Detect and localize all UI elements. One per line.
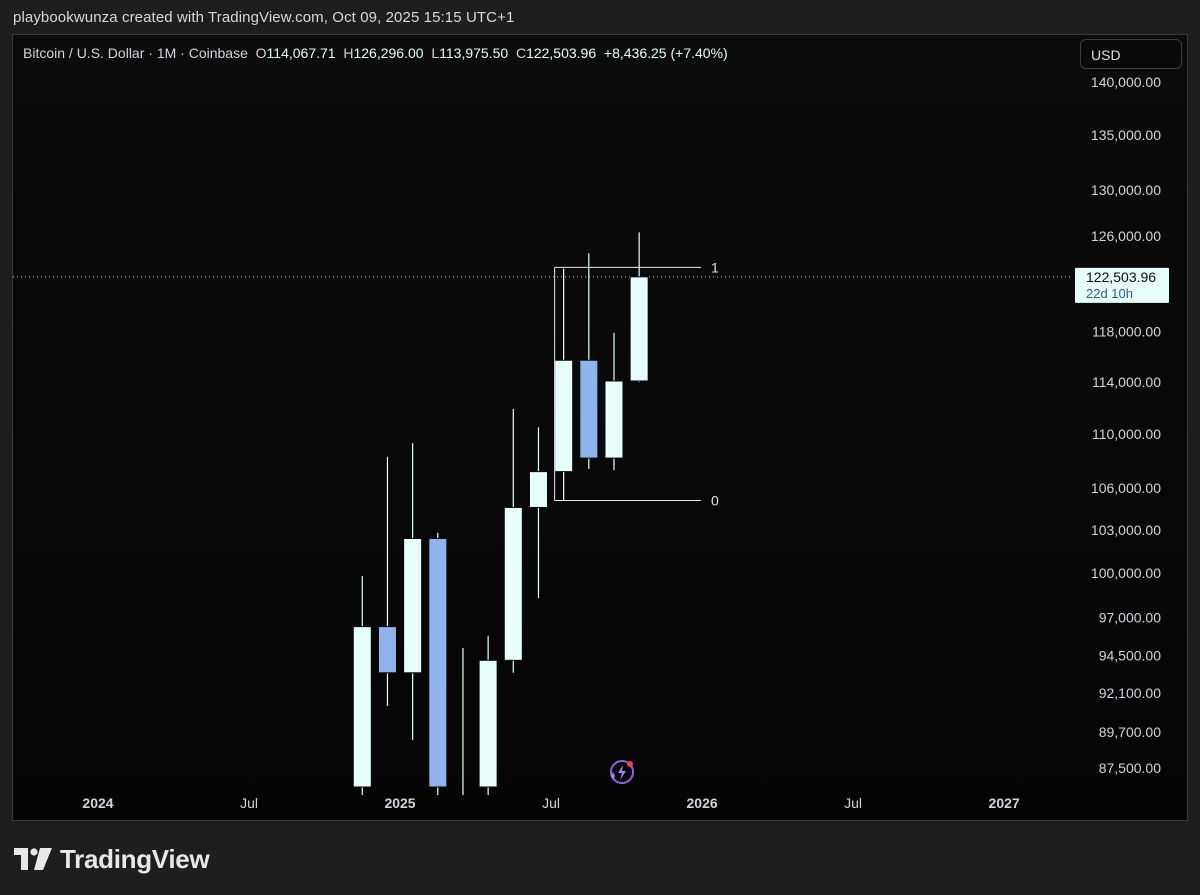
tradingview-logo-icon bbox=[14, 848, 52, 870]
candle bbox=[462, 647, 464, 795]
candle-body bbox=[352, 626, 372, 788]
price-badge-countdown: 22d 10h bbox=[1086, 286, 1133, 301]
brand-name: TradingView bbox=[60, 843, 210, 874]
x-tick-label: Jul bbox=[542, 795, 560, 811]
candle bbox=[604, 332, 624, 471]
close-label: C bbox=[515, 45, 527, 61]
y-tick-label: 89,700.00 bbox=[1099, 724, 1161, 740]
fib-level-label: 1 bbox=[711, 259, 719, 275]
notification-dot bbox=[627, 761, 633, 767]
candle-body bbox=[629, 276, 649, 382]
candle-body bbox=[604, 380, 624, 459]
high-label: H bbox=[343, 45, 354, 61]
fib-level-label: 0 bbox=[711, 493, 719, 509]
close-value: 122,503.96 bbox=[526, 45, 597, 61]
candle bbox=[403, 443, 423, 740]
open-value: 114,067.71 bbox=[266, 45, 336, 61]
candle bbox=[629, 232, 649, 383]
chart-panel[interactable]: 140,000.00 135,000.00 130,000.00 126,000.00… bbox=[12, 34, 1188, 821]
ai-assistant-icon[interactable] bbox=[610, 760, 634, 784]
low-value: 113,975.50 bbox=[439, 45, 509, 61]
x-tick-label: Jul bbox=[844, 795, 862, 811]
candle-body bbox=[554, 359, 574, 473]
bolt-shape bbox=[618, 765, 626, 780]
price-badge-value: 122,503.96 bbox=[1086, 269, 1156, 285]
x-tick-label: Jul bbox=[240, 795, 258, 811]
y-tick-label: 100,000.00 bbox=[1091, 565, 1161, 581]
y-tick-label: 110,000.00 bbox=[1092, 426, 1161, 442]
x-tick-label: 2027 bbox=[989, 795, 1020, 811]
y-tick-label: 103,000.00 bbox=[1091, 522, 1161, 538]
y-tick-label: 140,000.00 bbox=[1091, 74, 1161, 90]
candle-body bbox=[579, 359, 599, 459]
y-tick-label: 118,000.00 bbox=[1092, 324, 1161, 340]
high-value: 126,296.00 bbox=[353, 45, 424, 61]
candle bbox=[528, 427, 548, 599]
candle-body bbox=[503, 506, 523, 661]
candle-body bbox=[403, 537, 423, 674]
candle-body bbox=[377, 626, 397, 674]
y-tick-label: 92,100.00 bbox=[1099, 685, 1161, 701]
ohlc-legend: Bitcoin / U.S. Dollar · 1M · Coinbase O1… bbox=[23, 45, 728, 61]
x-tick-label: 2024 bbox=[82, 795, 113, 811]
y-tick-label: 94,500.00 bbox=[1099, 648, 1161, 664]
y-tick-label: 114,000.00 bbox=[1092, 374, 1161, 390]
change-value: +8,436.25 (+7.40%) bbox=[603, 45, 728, 61]
candle-body bbox=[428, 537, 448, 788]
y-tick-label: 97,000.00 bbox=[1099, 610, 1161, 626]
candle bbox=[554, 268, 574, 501]
currency-button[interactable]: USD bbox=[1080, 39, 1182, 69]
price-badge bbox=[1075, 267, 1169, 303]
candle bbox=[478, 635, 498, 795]
candle-body bbox=[478, 659, 498, 788]
sparkle-shape bbox=[611, 772, 615, 780]
ai-assistant-ring bbox=[610, 760, 634, 784]
candle bbox=[377, 456, 397, 706]
candlestick-chart[interactable]: 140,000.00 135,000.00 130,000.00 126,000.00… bbox=[13, 35, 1188, 821]
x-tick-label: 2026 bbox=[687, 795, 718, 811]
candle bbox=[352, 576, 372, 795]
y-tick-label: 106,000.00 bbox=[1091, 480, 1161, 496]
candle bbox=[503, 408, 523, 673]
tradingview-logo: TradingView bbox=[14, 842, 210, 876]
symbol-title: Bitcoin / U.S. Dollar · 1M · Coinbase bbox=[23, 45, 248, 61]
chart-caption: playbookwunza created with TradingView.c… bbox=[13, 9, 515, 26]
y-tick-label: 126,000.00 bbox=[1091, 228, 1161, 244]
low-label: L bbox=[431, 45, 440, 61]
y-tick-label: 130,000.00 bbox=[1091, 182, 1161, 198]
y-tick-label: 135,000.00 bbox=[1091, 127, 1161, 143]
open-label: O bbox=[255, 45, 267, 61]
candle bbox=[428, 532, 448, 795]
candle bbox=[579, 253, 599, 469]
x-tick-label: 2025 bbox=[384, 795, 415, 811]
y-tick-label: 87,500.00 bbox=[1099, 760, 1161, 776]
candle-body bbox=[528, 471, 548, 508]
